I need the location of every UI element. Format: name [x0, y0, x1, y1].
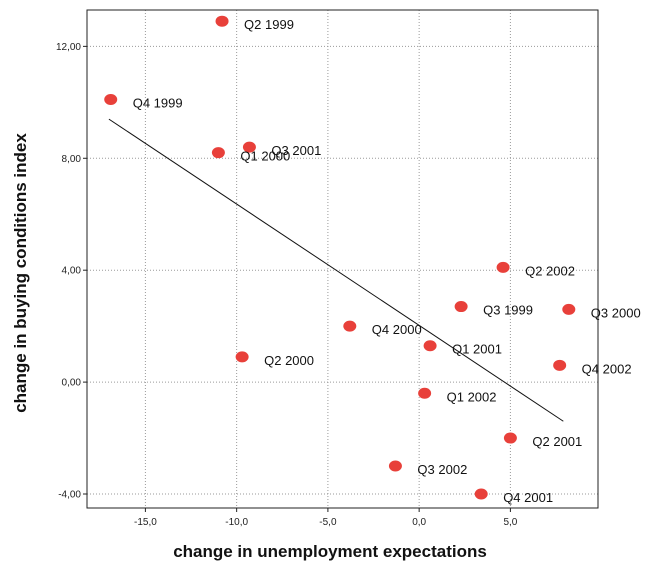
data-point: [211, 147, 225, 159]
point-label: Q3 2000: [591, 305, 641, 320]
data-point: [235, 351, 249, 363]
x-tick-label: -10,0: [225, 517, 248, 528]
data-point: [388, 460, 402, 472]
x-axis-title: change in unemployment expectations: [173, 542, 487, 561]
regression-line: [108, 118, 564, 422]
point-label: Q2 2000: [264, 353, 314, 368]
data-point: [343, 320, 357, 332]
data-point: [423, 340, 437, 352]
point-label: Q2 2001: [532, 434, 582, 449]
y-tick-label: 0,00: [62, 378, 82, 389]
point-label: Q2 2002: [525, 263, 575, 278]
y-tick-label: 4,00: [62, 266, 82, 277]
point-label: Q1 2000: [240, 149, 290, 164]
point-label: Q4 2001: [503, 490, 553, 505]
data-point: [104, 94, 118, 106]
data-point: [496, 261, 510, 273]
point-label: Q4 1999: [133, 96, 183, 111]
point-label: Q3 2002: [417, 462, 467, 477]
y-axis-title: change in buying conditions index: [11, 133, 30, 413]
y-tick-label: 12,00: [56, 42, 81, 53]
data-point: [418, 387, 432, 399]
data-point: [562, 303, 576, 315]
data-point: [215, 15, 229, 27]
x-tick-labels: -15,0 -10,0 -5,0 0,0 5,0: [134, 517, 518, 528]
grid-lines: [87, 10, 598, 508]
data-point: [454, 301, 468, 313]
point-label: Q1 2001: [452, 342, 502, 357]
plot-frame: [86, 9, 599, 509]
y-tick-labels: -4,00 0,00 4,00 8,00 12,00: [56, 42, 81, 501]
x-tick-label: 0,0: [412, 517, 426, 528]
y-tick-label: 8,00: [62, 154, 82, 165]
point-label: Q3 1999: [483, 303, 533, 318]
x-tick-label: -5,0: [319, 517, 337, 528]
axis-ticks: [83, 45, 511, 512]
point-label: Q1 2002: [447, 389, 497, 404]
y-tick-label: -4,00: [58, 490, 81, 501]
x-tick-label: 5,0: [503, 517, 517, 528]
point-label: Q2 1999: [244, 17, 294, 32]
data-point: [474, 488, 488, 500]
point-label: Q4 2002: [582, 361, 632, 376]
x-tick-label: -15,0: [134, 517, 157, 528]
data-point: [553, 359, 567, 371]
point-label: Q3 2001: [271, 143, 321, 158]
point-label: Q4 2000: [372, 322, 422, 337]
data-points: [104, 15, 576, 500]
data-point: [242, 141, 256, 153]
data-point: [503, 432, 517, 444]
